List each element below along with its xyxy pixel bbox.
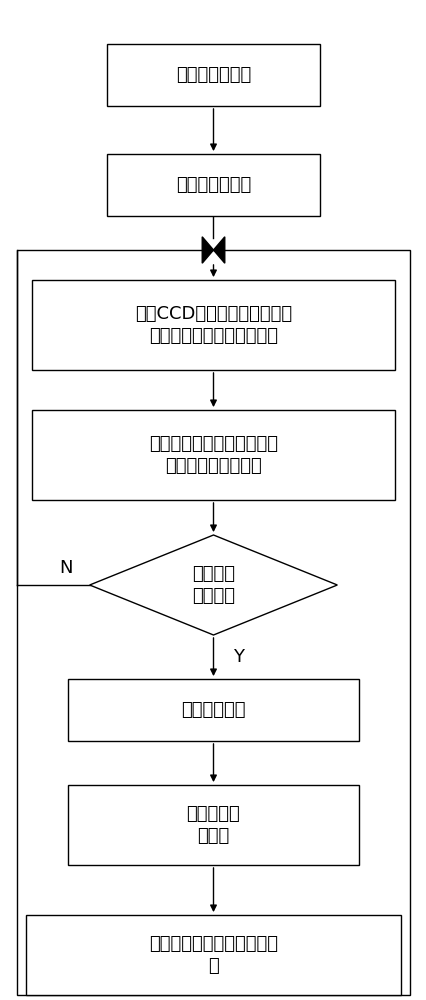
Bar [68, 679, 358, 741]
Bar [106, 44, 320, 106]
Text: Y: Y [232, 648, 243, 666]
Bar [32, 410, 394, 500]
Bar [32, 280, 394, 370]
Polygon shape [202, 237, 213, 263]
Text: 接收CCD视频图像，并将当前
帧图像放置到捕获缓冲区中: 接收CCD视频图像，并将当前 帧图像放置到捕获缓冲区中 [135, 305, 291, 345]
Bar [68, 785, 358, 865]
Text: 质心送显示
预处理: 质心送显示 预处理 [186, 805, 240, 845]
Polygon shape [213, 237, 224, 263]
Text: 开辟内存缓冲区: 开辟内存缓冲区 [176, 176, 250, 194]
Polygon shape [89, 535, 337, 635]
Text: 视频图像预处理，含中值滤
波及自适应阈值分割: 视频图像预处理，含中值滤 波及自适应阈值分割 [149, 435, 277, 475]
Text: 目标质心定位: 目标质心定位 [181, 701, 245, 719]
Text: 判断是否
有目标？: 判断是否 有目标？ [192, 565, 234, 605]
Text: 系统上电初始化: 系统上电初始化 [176, 66, 250, 84]
Text: 数据拷贝至显示缓冲区送显
示: 数据拷贝至显示缓冲区送显 示 [149, 935, 277, 975]
Bar [17, 250, 409, 995]
Bar [106, 154, 320, 216]
Bar [26, 915, 400, 995]
Text: N: N [59, 559, 73, 577]
